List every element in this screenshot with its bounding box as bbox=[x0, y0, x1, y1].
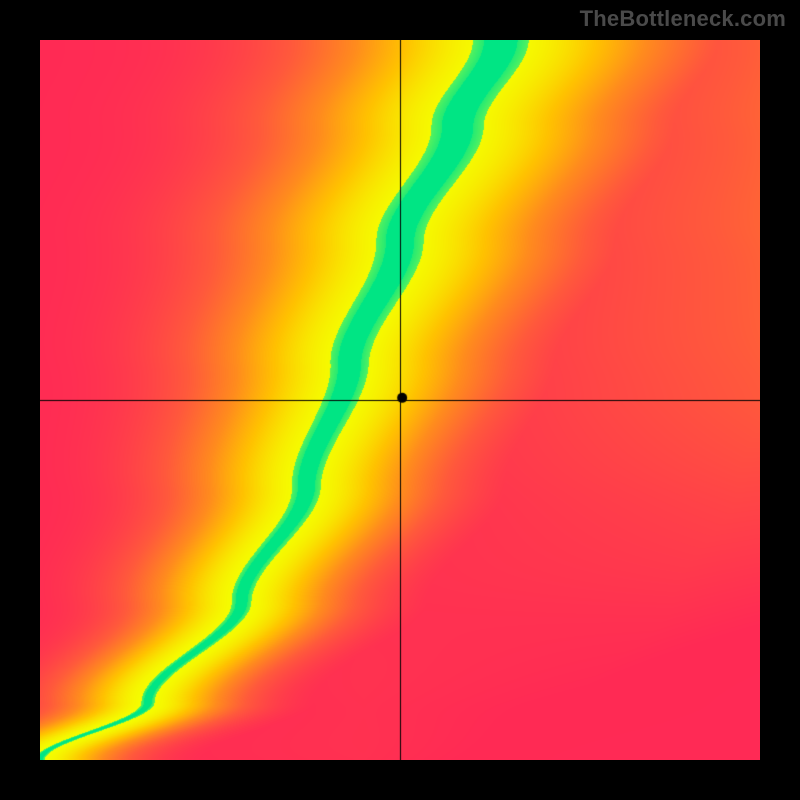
chart-container: TheBottleneck.com bbox=[0, 0, 800, 800]
heatmap-canvas bbox=[40, 40, 760, 760]
watermark-text: TheBottleneck.com bbox=[580, 6, 786, 32]
